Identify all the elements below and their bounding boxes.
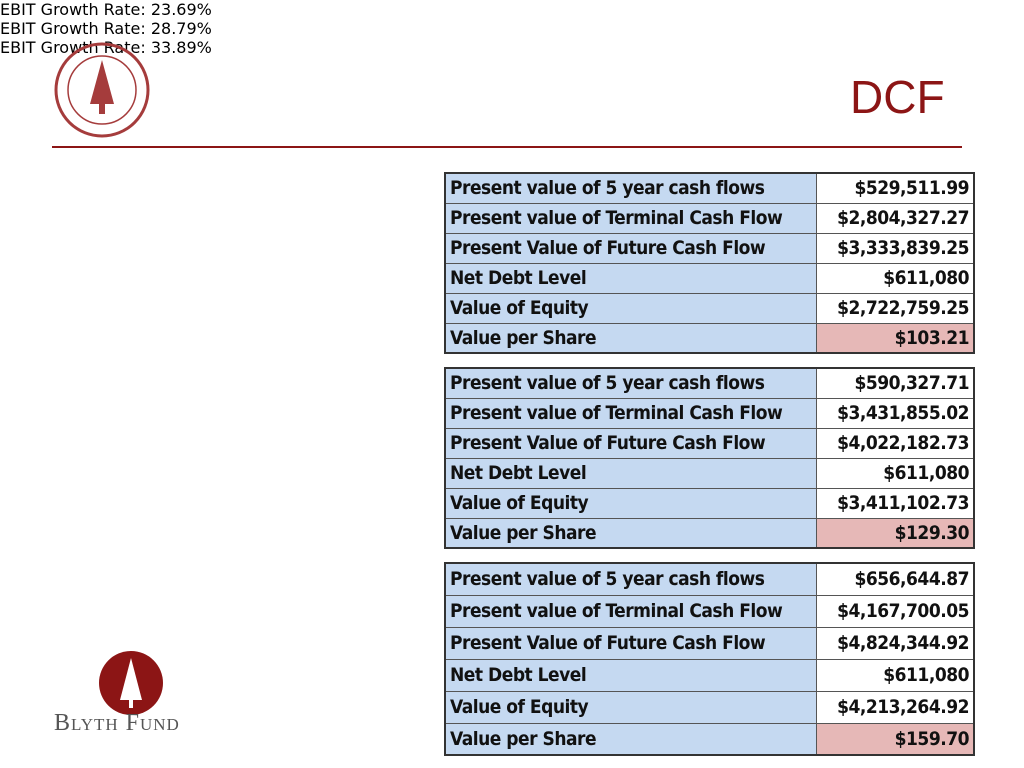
- table-row: Net Debt Level $611,080: [444, 658, 975, 692]
- value-cell: $4,167,700.05: [816, 594, 975, 628]
- value-cell: $4,022,182.73: [816, 427, 975, 459]
- label-cell: Value per Share: [444, 322, 817, 354]
- value-cell: $529,511.99: [816, 172, 975, 204]
- slide-title: DCF: [850, 71, 945, 123]
- table-row: Value of Equity $4,213,264.92: [444, 690, 975, 724]
- value-cell: $611,080: [816, 658, 975, 692]
- table-row: Present Value of Future Cash Flow $3,333,…: [444, 232, 975, 264]
- university-seal: [54, 42, 150, 138]
- table-row: Present value of Terminal Cash Flow $4,16…: [444, 594, 975, 628]
- value-cell: $4,213,264.92: [816, 690, 975, 724]
- table-row: Value of Equity $2,722,759.25: [444, 292, 975, 324]
- label-cell: Value per Share: [444, 517, 817, 549]
- value-cell: $2,722,759.25: [816, 292, 975, 324]
- table-row: Present Value of Future Cash Flow $4,022,…: [444, 427, 975, 459]
- label-cell: Net Debt Level: [444, 658, 817, 692]
- label-cell: Present value of Terminal Cash Flow: [444, 594, 817, 628]
- label-cell: Value of Equity: [444, 292, 817, 324]
- blyth-fund-text: Blyth Fund: [54, 710, 180, 736]
- growth-rate-label: EBIT Growth Rate: 23.69%: [0, 0, 212, 19]
- dcf-table: Present value of 5 year cash flows $590,3…: [444, 367, 975, 549]
- value-cell: $611,080: [816, 457, 975, 489]
- label-cell: Net Debt Level: [444, 262, 817, 294]
- label-cell: Present Value of Future Cash Flow: [444, 626, 817, 660]
- value-cell: $3,431,855.02: [816, 397, 975, 429]
- label-cell: Value of Equity: [444, 690, 817, 724]
- label-cell: Value per Share: [444, 722, 817, 756]
- growth-rate-label: EBIT Growth Rate: 28.79%: [0, 19, 212, 38]
- label-cell: Present value of 5 year cash flows: [444, 172, 817, 204]
- dcf-table: Present value of 5 year cash flows $656,6…: [444, 562, 975, 756]
- label-cell: Present value of Terminal Cash Flow: [444, 397, 817, 429]
- value-cell: $4,824,344.92: [816, 626, 975, 660]
- blyth-logo: [99, 651, 163, 715]
- table-row: Present value of 5 year cash flows $590,3…: [444, 367, 975, 399]
- table-row: Present value of 5 year cash flows $529,5…: [444, 172, 975, 204]
- value-cell: $590,327.71: [816, 367, 975, 399]
- value-cell: $3,411,102.73: [816, 487, 975, 519]
- table-row: Net Debt Level $611,080: [444, 262, 975, 294]
- table-row: Present value of Terminal Cash Flow $2,80…: [444, 202, 975, 234]
- table-row: Net Debt Level $611,080: [444, 457, 975, 489]
- table-row: Present Value of Future Cash Flow $4,824,…: [444, 626, 975, 660]
- label-cell: Present Value of Future Cash Flow: [444, 232, 817, 264]
- title-rule: [52, 146, 962, 148]
- table-row: Value per Share $129.30: [444, 517, 975, 549]
- growth-rate-label: EBIT Growth Rate: 33.89%: [0, 38, 212, 57]
- label-cell: Present Value of Future Cash Flow: [444, 427, 817, 459]
- table-row: Present value of 5 year cash flows $656,6…: [444, 562, 975, 596]
- label-cell: Value of Equity: [444, 487, 817, 519]
- value-cell: $159.70: [816, 722, 975, 756]
- dcf-table: Present value of 5 year cash flows $529,5…: [444, 172, 975, 354]
- table-row: Value per Share $159.70: [444, 722, 975, 756]
- table-row: Value of Equity $3,411,102.73: [444, 487, 975, 519]
- table-row: Present value of Terminal Cash Flow $3,43…: [444, 397, 975, 429]
- value-cell: $3,333,839.25: [816, 232, 975, 264]
- value-cell: $103.21: [816, 322, 975, 354]
- label-cell: Present value of 5 year cash flows: [444, 562, 817, 596]
- value-cell: $2,804,327.27: [816, 202, 975, 234]
- label-cell: Present value of 5 year cash flows: [444, 367, 817, 399]
- label-cell: Net Debt Level: [444, 457, 817, 489]
- label-cell: Present value of Terminal Cash Flow: [444, 202, 817, 234]
- value-cell: $656,644.87: [816, 562, 975, 596]
- table-row: Value per Share $103.21: [444, 322, 975, 354]
- value-cell: $129.30: [816, 517, 975, 549]
- value-cell: $611,080: [816, 262, 975, 294]
